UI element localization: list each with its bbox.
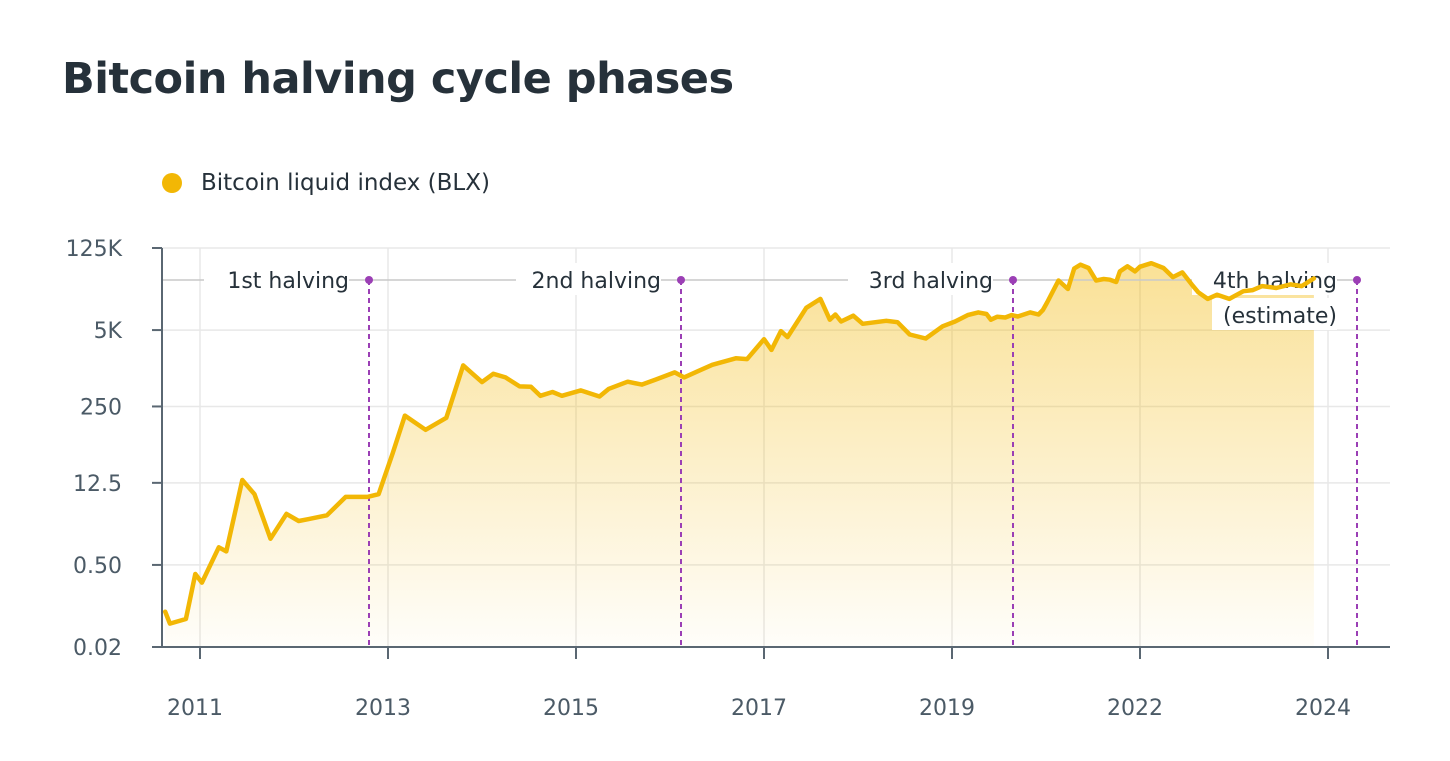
series-area	[165, 263, 1314, 647]
halving-marker	[365, 276, 373, 284]
area-fill	[165, 263, 1314, 647]
chart-legend: Bitcoin liquid index (BLX)	[162, 170, 490, 196]
y-tick-label: 5K	[94, 319, 123, 344]
y-tick-label: 125K	[66, 237, 123, 262]
x-tick-label: 2011	[167, 696, 223, 721]
y-tick-label: 0.02	[73, 636, 122, 661]
halving-marker	[1009, 276, 1017, 284]
legend-swatch	[162, 173, 182, 193]
legend-label: Bitcoin liquid index (BLX)	[201, 170, 490, 196]
y-tick-label: 12.5	[73, 472, 122, 497]
x-tick-label: 2017	[731, 696, 787, 721]
halving-sublabel-bg	[1212, 298, 1337, 330]
halving-label-bg	[848, 263, 993, 295]
halving-label: 3rd halving	[869, 269, 993, 294]
x-tick-label: 2015	[543, 696, 599, 721]
x-tick-label: 2022	[1107, 696, 1163, 721]
series-line	[162, 260, 1317, 626]
halving-marker	[677, 276, 685, 284]
halving-sublabel: (estimate)	[1223, 304, 1337, 329]
axes: 125K 5K 250 12.5 0.50 0.02 2011 2013 2015 2017 201…	[66, 237, 1390, 721]
halving-marker	[1353, 276, 1361, 284]
y-tick-label: 250	[80, 395, 122, 420]
x-tick-label: 2024	[1295, 696, 1351, 721]
chart-title: Bitcoin halving cycle phases	[62, 54, 734, 104]
halving-label-bg	[204, 263, 349, 295]
halving-annotations: 1st halving 2nd halving 3rd halving 4th hal…	[162, 263, 1361, 647]
series-line-group	[162, 260, 1317, 626]
halving-label: 1st halving	[227, 269, 349, 294]
x-tick-label: 2019	[919, 696, 975, 721]
halving-label: 2nd halving	[532, 269, 661, 294]
halving-label: 4th halving	[1213, 269, 1337, 294]
halving-label-bg	[516, 263, 661, 295]
y-tick-label: 0.50	[73, 554, 122, 579]
x-tick-label: 2013	[355, 696, 411, 721]
